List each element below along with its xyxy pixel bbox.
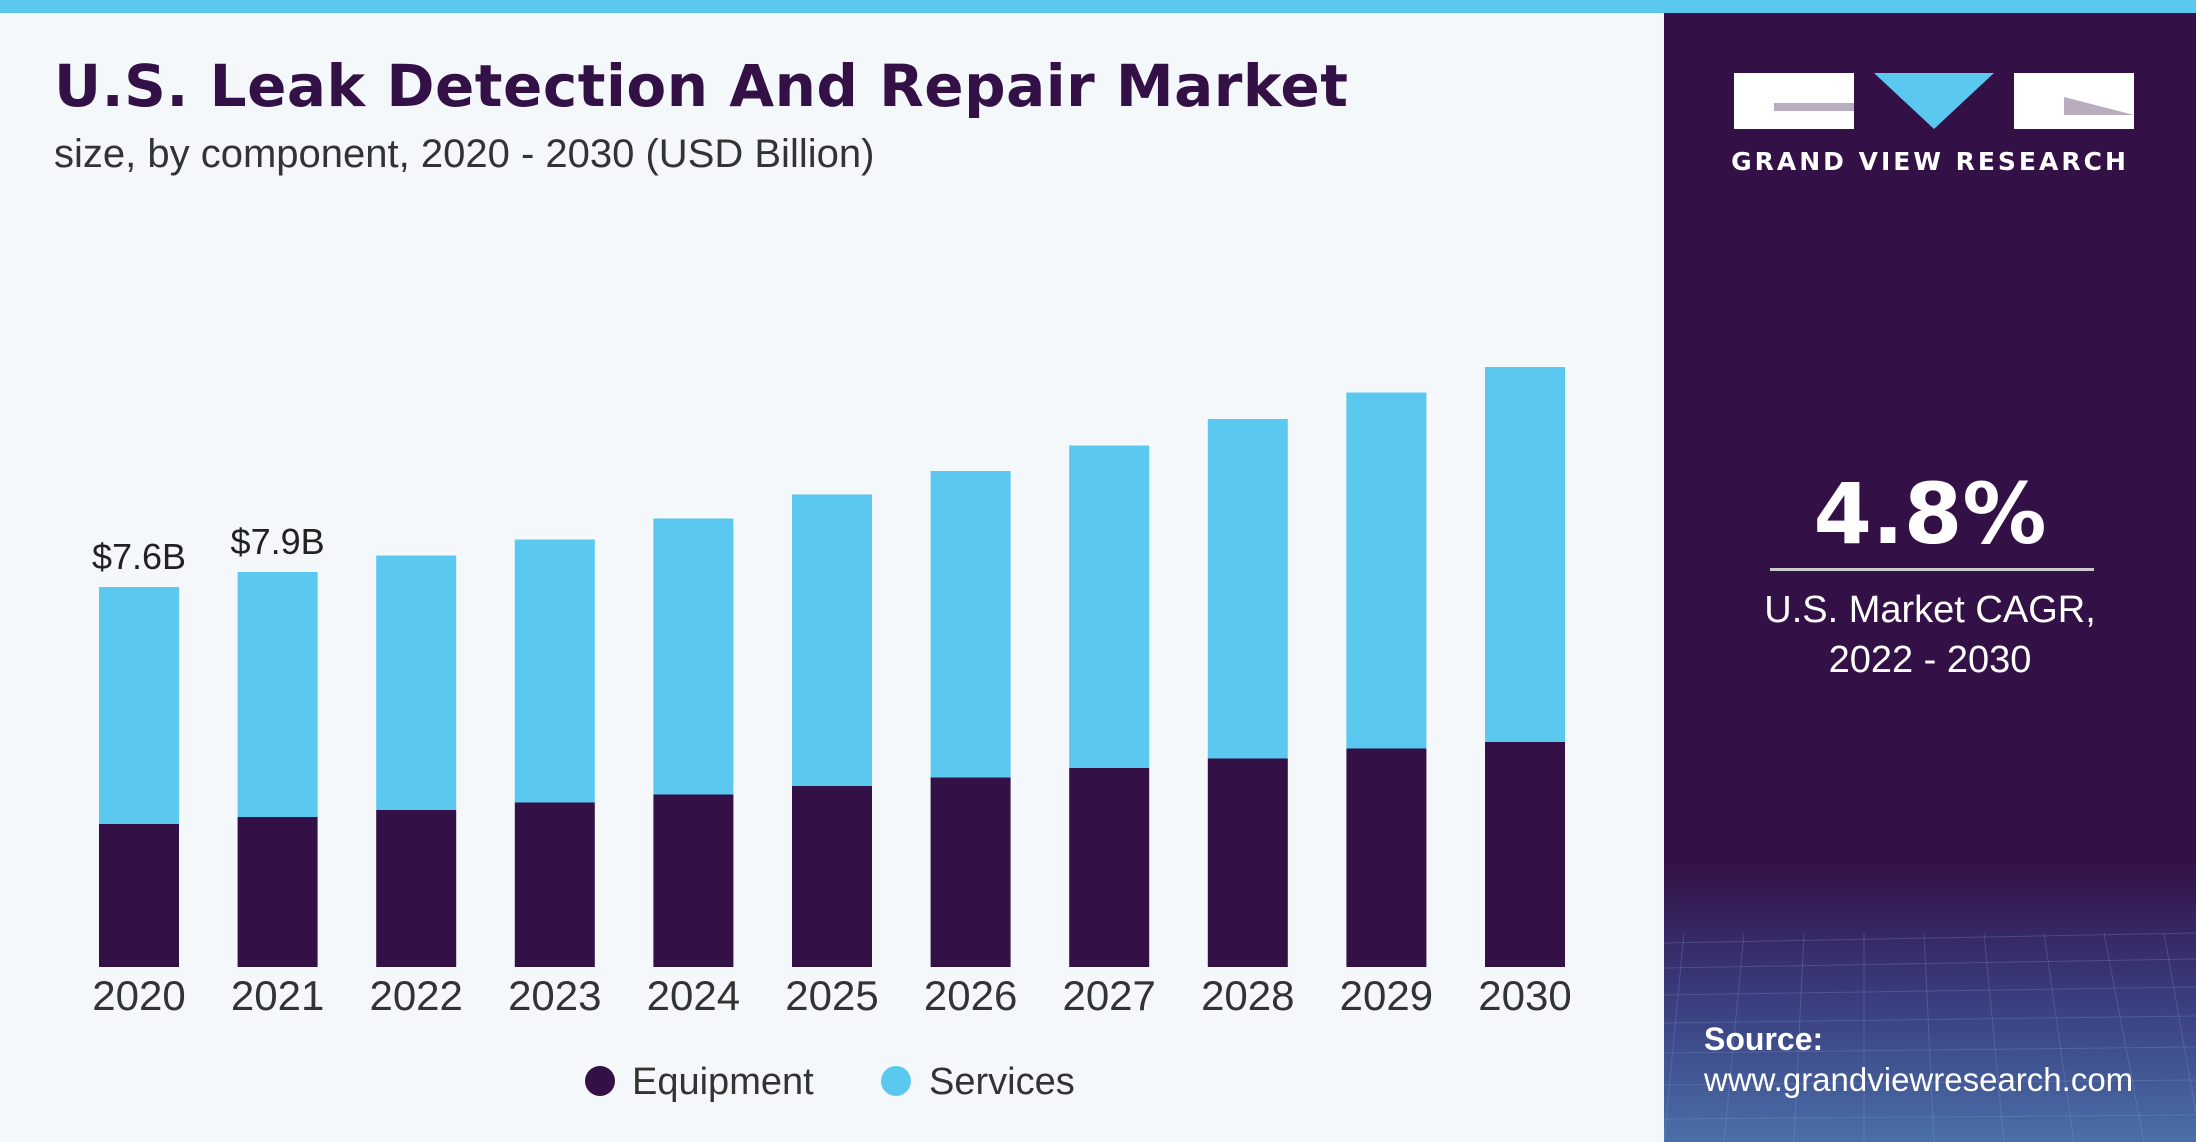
chart-title: U.S. Leak Detection And Repair Market	[54, 52, 1349, 120]
legend: Equipment Services	[585, 1061, 1075, 1103]
bar-services-2030	[1485, 367, 1565, 742]
cagr-label: U.S. Market CAGR, 2022 - 2030	[1664, 585, 2196, 685]
bar-services-2023	[514, 539, 595, 803]
decorative-grid-pattern	[1664, 932, 2196, 1142]
cagr-divider	[1770, 568, 2094, 571]
x-tick-label-2026: 2026	[924, 972, 1017, 1019]
bar-equipment-2021	[237, 817, 318, 967]
top-accent-strip	[0, 0, 2196, 13]
bar-equipment-2027	[1069, 768, 1150, 967]
bar-services-2021	[237, 572, 318, 817]
x-tick-label-2022: 2022	[369, 972, 462, 1019]
legend-label-services: Services	[929, 1061, 1075, 1103]
cagr-value: 4.8%	[1813, 465, 2047, 563]
labels-layer: 2020 2021 2022 2023 2024 2025 2026 2027 2028 2029…	[92, 521, 1572, 1019]
bar-services-2027	[1069, 445, 1150, 768]
x-tick-label-2030: 2030	[1478, 972, 1571, 1019]
bar-equipment-2022	[376, 810, 457, 967]
legend-marker-equipment	[585, 1066, 615, 1096]
bar-services-2028	[1207, 419, 1288, 759]
cagr-label-line2: 2022 - 2030	[1828, 639, 2032, 681]
bar-equipment-2025	[792, 786, 872, 967]
cagr-label-line1: U.S. Market CAGR,	[1764, 589, 2096, 631]
bar-equipment-2028	[1207, 758, 1288, 967]
bar-services-2020	[99, 587, 179, 824]
data-label-2021: $7.9B	[231, 521, 325, 562]
source-label: Source:	[1704, 1021, 1824, 1057]
x-tick-label-2027: 2027	[1062, 972, 1155, 1019]
bar-equipment-2029	[1346, 748, 1427, 967]
sidebar-panel: GRAND VIEW RESEARCH 4.8% U.S. Market CAG…	[1664, 13, 2196, 1142]
source-url: www.grandviewresearch.com	[1704, 1061, 2134, 1098]
grand-view-research-logo	[1734, 73, 2134, 129]
bar-equipment-2020	[99, 824, 179, 967]
stacked-bar-chart: 2020 2021 2022 2023 2024 2025 2026 2027 2028 2029…	[92, 367, 1572, 1103]
bar-services-2024	[653, 518, 734, 795]
brand-name: GRAND VIEW RESEARCH	[1731, 147, 2129, 176]
bar-services-2022	[376, 555, 457, 810]
x-tick-label-2024: 2024	[647, 972, 740, 1019]
x-tick-label-2025: 2025	[785, 972, 878, 1019]
bar-equipment-2024	[653, 794, 734, 967]
x-tick-label-2028: 2028	[1201, 972, 1294, 1019]
bar-services-2029	[1346, 392, 1427, 749]
bars-layer	[99, 367, 1565, 967]
x-tick-label-2021: 2021	[231, 972, 324, 1019]
chart-subtitle: size, by component, 2020 - 2030 (USD Bil…	[54, 132, 875, 176]
x-tick-label-2020: 2020	[92, 972, 185, 1019]
data-label-2020: $7.6B	[92, 536, 186, 577]
x-tick-label-2029: 2029	[1340, 972, 1433, 1019]
bar-equipment-2026	[930, 777, 1011, 967]
x-tick-label-2023: 2023	[508, 972, 601, 1019]
bar-services-2025	[792, 494, 872, 786]
bar-services-2026	[930, 471, 1011, 778]
legend-marker-services	[881, 1066, 911, 1096]
bar-equipment-2023	[514, 802, 595, 967]
bar-equipment-2030	[1485, 742, 1565, 967]
legend-label-equipment: Equipment	[632, 1061, 814, 1103]
